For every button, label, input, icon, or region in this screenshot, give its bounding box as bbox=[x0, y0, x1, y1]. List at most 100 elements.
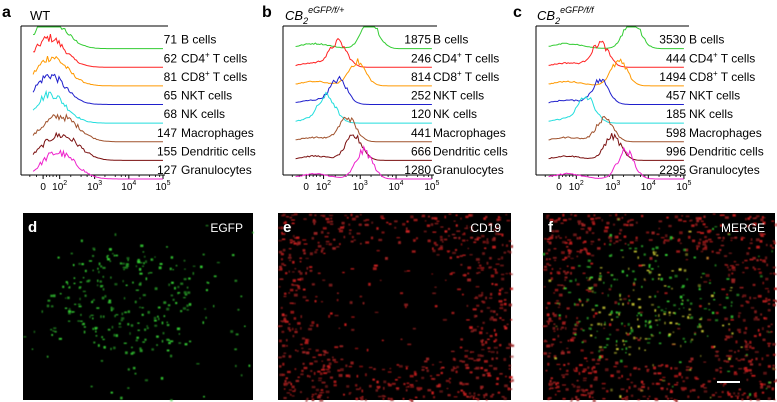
fluorescence-signal-d bbox=[23, 224, 254, 402]
x-tick-label-a: 102 bbox=[52, 180, 67, 193]
cell-type-label-a-5: Macrophages bbox=[181, 126, 254, 140]
cell-type-label-a-3: NKT cells bbox=[181, 89, 232, 103]
panel-label-b: b bbox=[262, 4, 272, 21]
mfi-value-b-6: 666 bbox=[411, 144, 431, 158]
mfi-value-c-0: 3530 bbox=[659, 33, 686, 47]
mfi-value-b-0: 1875 bbox=[404, 33, 431, 47]
cell-type-label-a-7: Granulocytes bbox=[181, 163, 252, 177]
panel-label-c: c bbox=[513, 4, 522, 21]
cell-type-label-b-3: NKT cells bbox=[433, 89, 484, 103]
x-tick-label-c: 0 bbox=[556, 182, 562, 193]
x-tick-label-a: 103 bbox=[87, 180, 102, 193]
panel-title-a: WT bbox=[30, 8, 50, 23]
histogram-a-7 bbox=[32, 149, 163, 180]
x-tick-label-b: 0 bbox=[303, 182, 309, 193]
microscopy-row: d EGFP e CD19 f MERGE bbox=[23, 213, 777, 402]
cell-type-label-c-0: B cells bbox=[689, 33, 724, 47]
mfi-value-c-5: 598 bbox=[666, 126, 686, 140]
cell-type-label-b-6: Dendritic cells bbox=[433, 144, 508, 158]
cell-type-label-c-7: Granulocytes bbox=[689, 163, 760, 177]
cell-type-label-a-2: CD8+ T cells bbox=[181, 69, 247, 84]
cell-type-label-c-1: CD4+ T cells bbox=[689, 50, 755, 65]
mfi-value-c-7: 2295 bbox=[659, 163, 686, 177]
mfi-value-b-5: 441 bbox=[411, 126, 431, 140]
histogram-c-6 bbox=[548, 133, 684, 161]
histogram-a-4 bbox=[32, 89, 163, 124]
cell-type-label-b-2: CD8+ T cells bbox=[433, 69, 499, 84]
x-tick-label-a: 105 bbox=[155, 180, 170, 193]
panel-label-a: a bbox=[2, 4, 11, 21]
microscopy-panel-e: e CD19 bbox=[278, 213, 515, 402]
x-tick-label-b: 105 bbox=[424, 180, 439, 193]
cell-type-label-c-2: CD8+ T cells bbox=[689, 69, 755, 84]
histogram-c-7 bbox=[548, 146, 684, 180]
channel-label-f: MERGE bbox=[721, 221, 765, 235]
x-tick-label-c: 104 bbox=[641, 180, 656, 193]
x-tick-label-b: 102 bbox=[316, 180, 331, 193]
cell-type-label-b-0: B cells bbox=[433, 33, 468, 47]
histogram-c-2 bbox=[548, 58, 684, 87]
histogram-c-5 bbox=[548, 115, 684, 143]
histogram-b-5 bbox=[295, 116, 432, 143]
x-tick-label-c: 103 bbox=[605, 180, 620, 193]
mfi-value-a-2: 81 bbox=[164, 70, 178, 84]
image-background-d bbox=[23, 213, 253, 400]
x-tick-label-c: 105 bbox=[676, 180, 691, 193]
mfi-value-b-3: 252 bbox=[411, 89, 431, 103]
mfi-value-c-6: 996 bbox=[666, 144, 686, 158]
x-tick-label-b: 104 bbox=[389, 180, 404, 193]
cell-type-label-a-6: Dendritic cells bbox=[181, 144, 256, 158]
cell-type-label-c-5: Macrophages bbox=[689, 126, 762, 140]
cell-type-label-a-0: B cells bbox=[181, 33, 216, 47]
histogram-b-4 bbox=[295, 91, 432, 124]
mfi-value-c-4: 185 bbox=[666, 107, 686, 121]
cell-type-label-b-1: CD4+ T cells bbox=[433, 50, 499, 65]
histogram-c-4 bbox=[548, 95, 684, 124]
mfi-value-a-3: 65 bbox=[164, 89, 178, 103]
fluorescence-signal-e bbox=[278, 213, 515, 402]
panel-label-e: e bbox=[283, 219, 291, 236]
mfi-value-c-3: 457 bbox=[666, 89, 686, 103]
mfi-value-b-2: 814 bbox=[411, 70, 431, 84]
mfi-value-a-5: 147 bbox=[157, 126, 177, 140]
cell-type-label-b-5: Macrophages bbox=[433, 126, 506, 140]
x-tick-label-c: 102 bbox=[569, 180, 584, 193]
cell-type-label-c-3: NKT cells bbox=[689, 89, 740, 103]
cell-type-label-c-4: NK cells bbox=[689, 107, 733, 121]
panel-title-c: CB2eGFP/f/f bbox=[537, 5, 595, 26]
histogram-c-0 bbox=[548, 26, 684, 50]
histogram-a-0 bbox=[32, 26, 163, 50]
panel-label-d: d bbox=[28, 219, 37, 236]
mfi-value-b-1: 246 bbox=[411, 51, 431, 65]
image-background-e bbox=[278, 213, 511, 400]
histogram-a-2 bbox=[32, 55, 163, 87]
mfi-value-a-7: 127 bbox=[157, 163, 177, 177]
mfi-value-a-6: 155 bbox=[157, 144, 177, 158]
channel-label-d: EGFP bbox=[210, 221, 243, 235]
histogram-a-1 bbox=[33, 34, 163, 68]
histogram-b-0 bbox=[295, 26, 432, 50]
cell-type-label-a-1: CD4+ T cells bbox=[181, 50, 247, 65]
mfi-value-c-2: 1494 bbox=[659, 70, 686, 84]
microscopy-panel-d: d EGFP bbox=[23, 213, 254, 402]
mfi-value-a-1: 62 bbox=[164, 51, 178, 65]
panel-title-b: CB2eGFP/f/+ bbox=[285, 5, 344, 26]
histogram-b-7 bbox=[295, 145, 432, 180]
mfi-value-a-0: 71 bbox=[164, 33, 178, 47]
cell-type-label-b-4: NK cells bbox=[433, 107, 477, 121]
cell-type-label-b-7: Granulocytes bbox=[433, 163, 504, 177]
channel-label-e: CD19 bbox=[470, 221, 501, 235]
fluorescence-signal-f bbox=[543, 213, 777, 402]
histogram-a-6 bbox=[32, 131, 163, 161]
histogram-b-2 bbox=[295, 58, 432, 87]
x-tick-label-a: 0 bbox=[40, 182, 46, 193]
x-tick-label-b: 103 bbox=[353, 180, 368, 193]
mfi-value-b-4: 120 bbox=[411, 107, 431, 121]
x-tick-label-a: 104 bbox=[121, 180, 136, 193]
histogram-a-3 bbox=[32, 73, 163, 105]
cell-type-label-c-6: Dendritic cells bbox=[689, 144, 764, 158]
